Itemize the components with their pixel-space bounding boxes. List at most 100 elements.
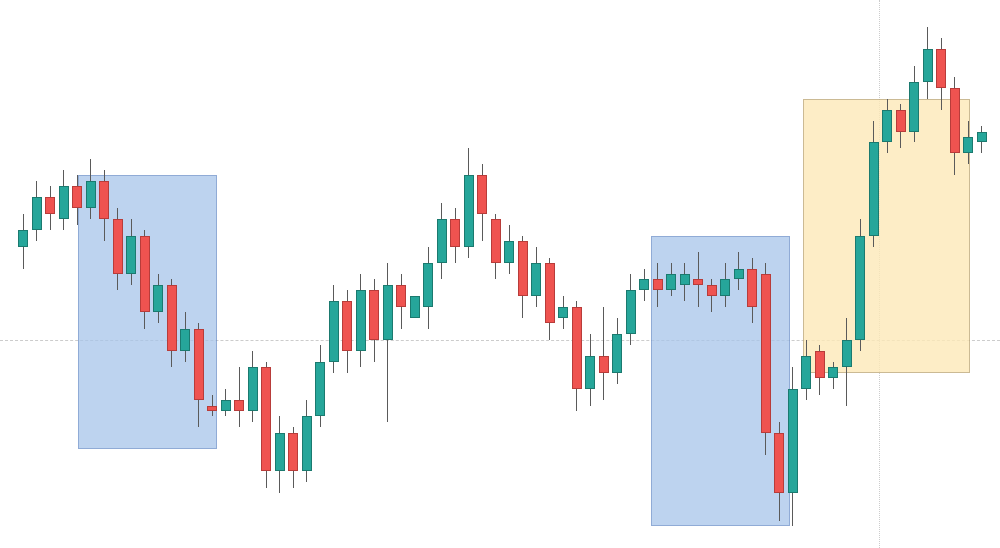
- candle[interactable]: [558, 0, 568, 548]
- candle[interactable]: [167, 0, 177, 548]
- candle-wick: [239, 367, 240, 427]
- candle-body-bear: [518, 241, 528, 296]
- candle-body-bear: [396, 285, 406, 307]
- candle[interactable]: [626, 0, 636, 548]
- candle[interactable]: [342, 0, 352, 548]
- candle-body-bull: [126, 236, 136, 274]
- candle-wick: [603, 307, 604, 400]
- candle[interactable]: [383, 0, 393, 548]
- candle[interactable]: [936, 0, 946, 548]
- candle[interactable]: [315, 0, 325, 548]
- candle[interactable]: [207, 0, 217, 548]
- candle[interactable]: [923, 0, 933, 548]
- candle[interactable]: [788, 0, 798, 548]
- candle[interactable]: [950, 0, 960, 548]
- candle[interactable]: [275, 0, 285, 548]
- candle-body-bear: [545, 263, 555, 323]
- candle[interactable]: [734, 0, 744, 548]
- candle[interactable]: [585, 0, 595, 548]
- candle[interactable]: [801, 0, 811, 548]
- candle[interactable]: [32, 0, 42, 548]
- candle[interactable]: [545, 0, 555, 548]
- candle[interactable]: [437, 0, 447, 548]
- candle[interactable]: [491, 0, 501, 548]
- candle[interactable]: [855, 0, 865, 548]
- candlestick-chart[interactable]: [0, 0, 1000, 548]
- candle[interactable]: [599, 0, 609, 548]
- candle[interactable]: [531, 0, 541, 548]
- candle[interactable]: [720, 0, 730, 548]
- candle[interactable]: [72, 0, 82, 548]
- candle[interactable]: [815, 0, 825, 548]
- candle-body-bull: [180, 329, 190, 351]
- candle[interactable]: [680, 0, 690, 548]
- candle[interactable]: [99, 0, 109, 548]
- candle-body-bear: [234, 400, 244, 411]
- candle[interactable]: [140, 0, 150, 548]
- candle[interactable]: [828, 0, 838, 548]
- candle-body-bull: [302, 416, 312, 471]
- candle-body-bear: [491, 219, 501, 263]
- candle[interactable]: [261, 0, 271, 548]
- candle[interactable]: [153, 0, 163, 548]
- candle[interactable]: [572, 0, 582, 548]
- candle[interactable]: [896, 0, 906, 548]
- candle[interactable]: [194, 0, 204, 548]
- candle-body-bull: [356, 290, 366, 350]
- candle-body-bear: [99, 181, 109, 219]
- candle-body-bull: [909, 82, 919, 131]
- candle[interactable]: [221, 0, 231, 548]
- candle[interactable]: [18, 0, 28, 548]
- candle-body-bear: [140, 236, 150, 313]
- candle[interactable]: [450, 0, 460, 548]
- candle[interactable]: [612, 0, 622, 548]
- candle[interactable]: [842, 0, 852, 548]
- candle[interactable]: [869, 0, 879, 548]
- candle[interactable]: [180, 0, 190, 548]
- candle-body-bull: [275, 433, 285, 471]
- candle[interactable]: [234, 0, 244, 548]
- candle[interactable]: [707, 0, 717, 548]
- candle[interactable]: [396, 0, 406, 548]
- candle[interactable]: [86, 0, 96, 548]
- candle[interactable]: [639, 0, 649, 548]
- candle-body-bull: [612, 334, 622, 372]
- candle-body-bear: [707, 285, 717, 296]
- candle[interactable]: [59, 0, 69, 548]
- candle[interactable]: [977, 0, 987, 548]
- candle[interactable]: [369, 0, 379, 548]
- candle[interactable]: [248, 0, 258, 548]
- candle-body-bull: [734, 269, 744, 280]
- candle-body-bull: [720, 279, 730, 295]
- candle[interactable]: [464, 0, 474, 548]
- candle[interactable]: [126, 0, 136, 548]
- candle[interactable]: [329, 0, 339, 548]
- candle-body-bull: [437, 219, 447, 263]
- candle[interactable]: [504, 0, 514, 548]
- candle-body-bear: [599, 356, 609, 372]
- candle-body-bull: [32, 197, 42, 230]
- candle[interactable]: [302, 0, 312, 548]
- candle-body-bull: [315, 362, 325, 417]
- candle[interactable]: [356, 0, 366, 548]
- candle[interactable]: [45, 0, 55, 548]
- candle[interactable]: [761, 0, 771, 548]
- candle[interactable]: [963, 0, 973, 548]
- candle[interactable]: [747, 0, 757, 548]
- candle[interactable]: [477, 0, 487, 548]
- candle[interactable]: [423, 0, 433, 548]
- candle-body-bear: [167, 285, 177, 351]
- candle[interactable]: [666, 0, 676, 548]
- candle[interactable]: [774, 0, 784, 548]
- candle[interactable]: [288, 0, 298, 548]
- candle[interactable]: [113, 0, 123, 548]
- candle[interactable]: [882, 0, 892, 548]
- candle[interactable]: [518, 0, 528, 548]
- candle[interactable]: [693, 0, 703, 548]
- candle[interactable]: [909, 0, 919, 548]
- candle-body-bear: [207, 406, 217, 411]
- candle[interactable]: [410, 0, 420, 548]
- candle[interactable]: [653, 0, 663, 548]
- candle-body-bull: [828, 367, 838, 378]
- candle-body-bull: [86, 181, 96, 208]
